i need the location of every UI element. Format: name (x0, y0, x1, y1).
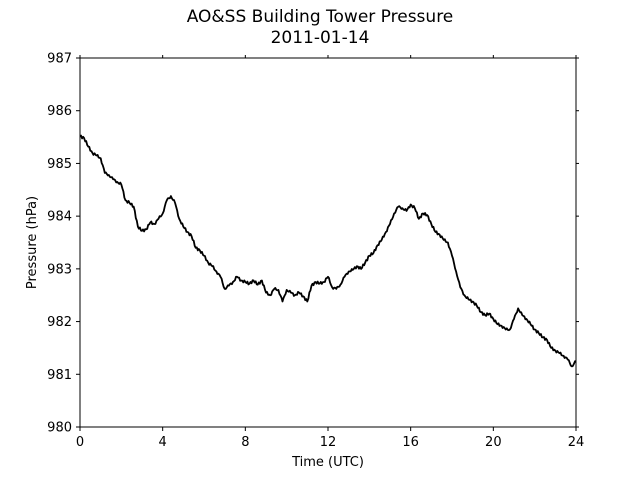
x-tick-label: 0 (76, 435, 84, 450)
y-tick-label: 987 (47, 52, 72, 67)
x-axis-label: Time (UTC) (291, 455, 364, 470)
x-tick-label: 20 (485, 435, 502, 450)
x-axis: 0 4 8 12 16 20 24 (76, 55, 584, 450)
chart-subtitle: 2011-01-14 (270, 28, 370, 48)
series-line (79, 134, 577, 368)
y-tick-label: 986 (47, 104, 72, 119)
x-tick-label: 24 (568, 435, 585, 450)
y-tick-label: 981 (47, 368, 72, 383)
y-axis: 980 981 982 983 984 985 986 987 (47, 52, 579, 436)
chart-title: AO&SS Building Tower Pressure (186, 7, 454, 27)
y-axis-label: Pressure (hPa) (25, 196, 40, 289)
plot-frame (79, 57, 577, 428)
x-tick-label: 16 (402, 435, 419, 450)
x-tick-label: 12 (320, 435, 337, 450)
y-tick-label: 980 (47, 421, 72, 436)
y-tick-label: 982 (47, 315, 72, 330)
y-tick-label: 983 (47, 262, 72, 277)
y-tick-label: 985 (47, 157, 72, 172)
y-tick-label: 984 (47, 210, 72, 225)
series-layer (79, 134, 577, 368)
x-tick-label: 4 (159, 435, 167, 450)
x-tick-label: 8 (241, 435, 249, 450)
